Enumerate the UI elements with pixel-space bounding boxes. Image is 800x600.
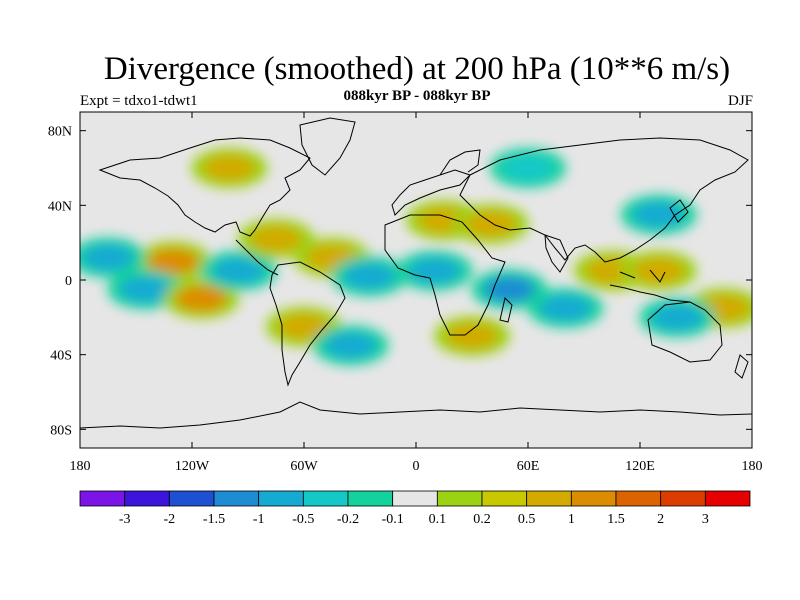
colorbar-label: -0.5	[292, 512, 314, 527]
lat-tick-label: 0	[65, 274, 72, 289]
field-feature	[539, 295, 592, 321]
colorbar-swatch	[124, 490, 170, 507]
field-feature	[408, 257, 461, 284]
colorbar: -3 -2 -1.5 -1 -0.5 -0.2 -0.1 0.1 0.2 0.5 1 1.5 2 3	[79, 490, 751, 527]
coastlines	[80, 117, 752, 429]
field-feature	[343, 263, 396, 290]
coastline-australia	[647, 301, 723, 363]
latitude-axis: 80N 40N 0 40S 80S	[48, 125, 752, 438]
coastline-central-america	[235, 239, 279, 276]
lat-tick-label: 80S	[50, 423, 72, 438]
coastline-new-zealand	[734, 354, 749, 379]
colorbar-swatch	[302, 490, 349, 507]
lon-tick-label: 180	[742, 459, 763, 474]
field-feature	[278, 313, 330, 340]
colorbar-swatch	[213, 490, 260, 507]
colorbar-swatch	[392, 490, 438, 507]
colorbar-swatch	[79, 490, 126, 507]
field-feature	[464, 211, 517, 237]
field-feature	[483, 276, 536, 303]
coastline-europe	[391, 169, 471, 216]
coastline-africa	[384, 214, 506, 336]
colorbar-swatch	[615, 490, 662, 507]
lon-tick-label: 60E	[517, 459, 540, 474]
colorbar-label: -3	[119, 512, 131, 527]
colorbar-swatch	[347, 490, 394, 507]
coastline-indonesia	[609, 269, 691, 303]
lat-tick-label: 40N	[48, 199, 72, 214]
field-feature	[250, 225, 302, 252]
colorbar-label: 1.5	[607, 512, 625, 527]
colorbar-swatch	[436, 490, 483, 507]
lat-tick-label: 80N	[48, 125, 72, 140]
coastline-india	[544, 234, 569, 273]
lon-tick-label: 180	[70, 459, 91, 474]
experiment-label: Expt = tdxo1-tdwt1	[80, 93, 198, 109]
field-feature	[324, 332, 377, 359]
colorbar-label: 1	[568, 512, 575, 527]
coastline-madagascar	[499, 297, 513, 323]
colorbar-swatch	[570, 490, 617, 507]
longitude-axis: 180 120W 60W 0 60E 120E 180	[70, 112, 763, 474]
field-feature	[147, 248, 200, 275]
lon-tick-label: 60W	[290, 459, 318, 474]
coastline-antarctica	[80, 401, 752, 429]
season-label: DJF	[727, 93, 753, 109]
field-feature	[82, 244, 134, 271]
field-feature	[212, 257, 265, 284]
coastline-japan	[669, 199, 689, 223]
colorbar-swatch	[704, 490, 751, 507]
colorbar-label: -0.1	[382, 512, 404, 527]
field-feature	[119, 276, 172, 303]
lon-tick-label: 120E	[625, 459, 655, 474]
map-subtitle: 088kyr BP - 088kyr BP	[343, 88, 491, 104]
coastline-north-america	[98, 137, 311, 237]
colorbar-label: 0.5	[518, 512, 536, 527]
colorbar-label: 2	[657, 512, 664, 527]
colorbar-label: -0.2	[337, 512, 359, 527]
map-title: Divergence (smoothed) at 200 hPa (10**6 …	[103, 51, 731, 87]
divergence-field	[80, 148, 752, 366]
lon-tick-label: 120W	[175, 459, 210, 474]
lon-tick-label: 0	[413, 459, 420, 474]
colorbar-label: -2	[163, 512, 175, 527]
colorbar-swatch	[526, 490, 572, 507]
colorbar-label: 0.1	[429, 512, 447, 527]
lat-tick-label: 40S	[50, 349, 72, 364]
field-feature	[203, 155, 256, 181]
field-feature	[446, 323, 498, 349]
colorbar-label: 3	[702, 512, 709, 527]
colorbar-label: -1	[253, 512, 265, 527]
colorbar-swatch	[258, 490, 304, 507]
field-feature	[632, 257, 685, 284]
colorbar-swatch	[168, 490, 215, 507]
coastline-scandinavia	[439, 149, 481, 176]
coastline-asia	[459, 137, 749, 263]
coastline-south-america	[269, 261, 346, 387]
colorbar-label: 0.2	[473, 512, 491, 527]
colorbar-label: -1.5	[203, 512, 225, 527]
colorbar-swatch	[660, 490, 706, 507]
colorbar-swatch	[481, 490, 528, 507]
field-feature	[175, 285, 228, 312]
coastline-greenland	[299, 117, 356, 176]
field-feature	[651, 304, 704, 331]
field-feature	[632, 201, 685, 228]
field-feature	[502, 155, 554, 181]
